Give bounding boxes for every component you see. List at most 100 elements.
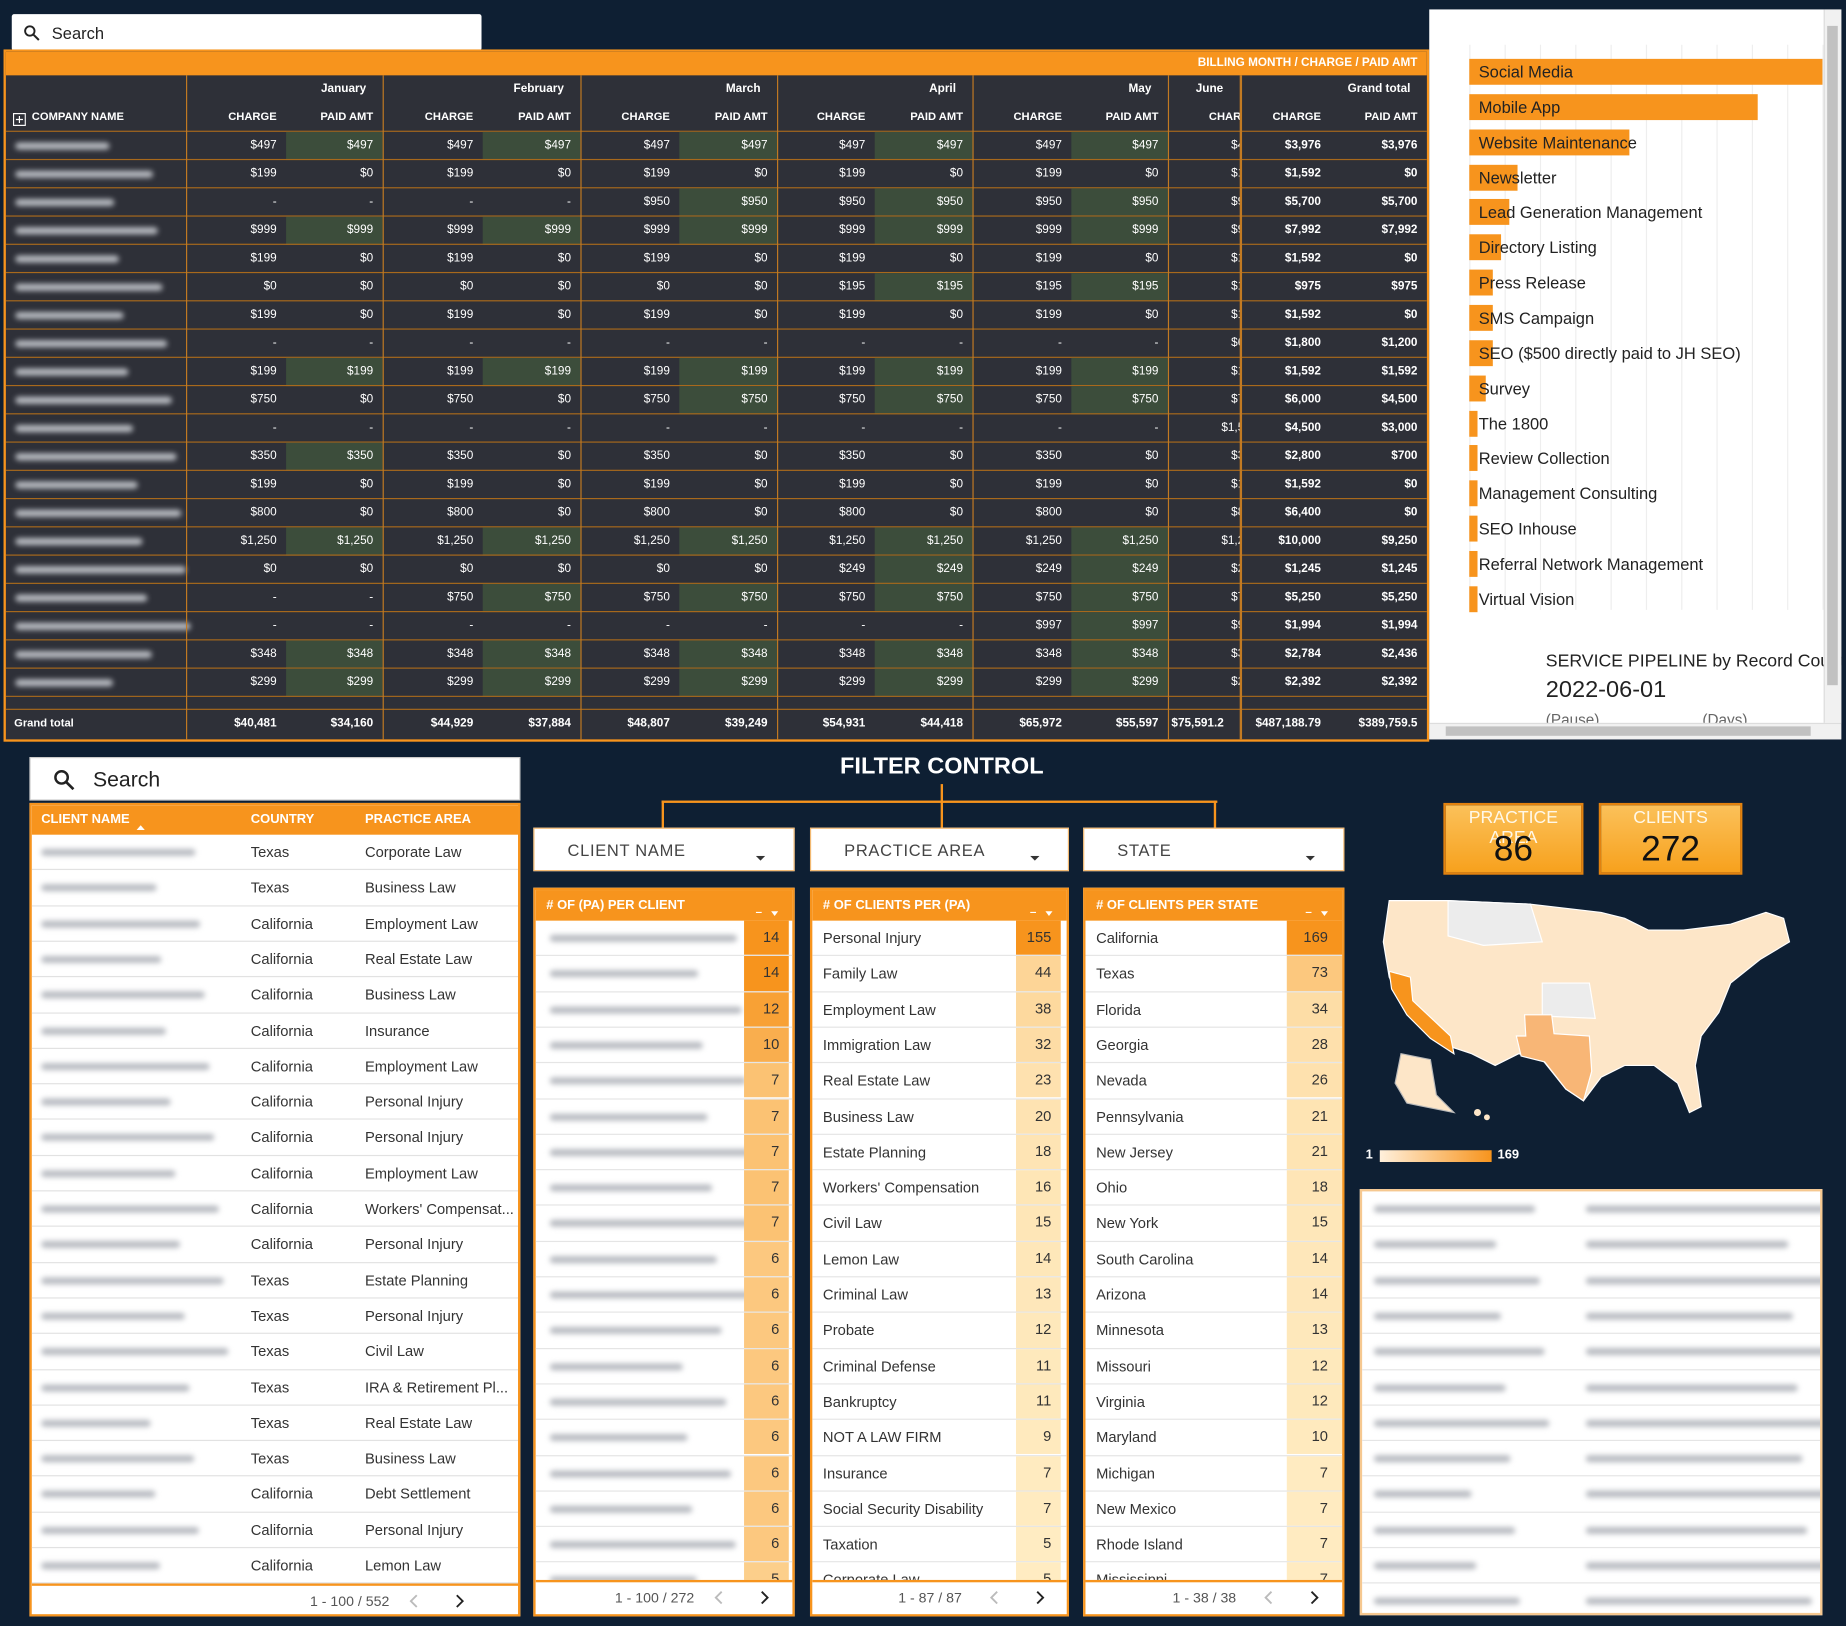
table-cell: $999 xyxy=(874,216,973,245)
row-line xyxy=(812,1240,1067,1242)
search-box[interactable]: Search xyxy=(11,14,482,51)
h-scroll-thumb[interactable] xyxy=(1445,726,1811,736)
plus-box[interactable] xyxy=(12,113,26,126)
table-header xyxy=(1085,890,1343,921)
cell-value: $700 xyxy=(1391,449,1418,463)
cell-value: $6,000 xyxy=(1284,393,1321,407)
cell-value: $0 xyxy=(360,477,374,491)
next-arrow[interactable] xyxy=(453,1593,465,1609)
company-name-blurred xyxy=(15,368,129,376)
cell-value: - xyxy=(469,421,474,435)
bar-label: Management Consulting xyxy=(1478,484,1658,503)
prev-arrow[interactable] xyxy=(989,1589,1001,1605)
prev-arrow[interactable] xyxy=(1263,1589,1275,1605)
prev-arrow[interactable] xyxy=(409,1593,421,1609)
cell-value: $0 xyxy=(360,393,374,407)
table-cell: $1,592 xyxy=(1240,471,1331,499)
country-cell: California xyxy=(250,1236,313,1253)
country-cell: Texas xyxy=(250,844,290,861)
table-cell: $497 xyxy=(186,132,286,160)
row-label: South Carolina xyxy=(1096,1251,1194,1268)
cell-value: $199 xyxy=(1132,364,1159,378)
table-cell: $199 xyxy=(186,301,286,329)
row-line xyxy=(31,1332,519,1335)
next-arrow[interactable] xyxy=(758,1589,770,1605)
bar xyxy=(1469,304,1494,331)
v-scroll-thumb[interactable] xyxy=(1827,25,1838,686)
country-cell: Texas xyxy=(250,1414,290,1432)
row-label: Probate xyxy=(822,1322,875,1339)
cell-value: $0 xyxy=(360,562,374,576)
sort-arrows[interactable] xyxy=(755,910,784,917)
row-label: Criminal Defense xyxy=(822,1358,936,1375)
next-arrow[interactable] xyxy=(1308,1589,1320,1605)
dropdown-label: PRACTICE AREA xyxy=(844,840,986,860)
cell-value: $750 xyxy=(741,591,768,604)
table-cell: $800 xyxy=(777,499,875,527)
dropdown[interactable]: CLIENT NAME xyxy=(533,827,795,872)
cell-value: - xyxy=(959,619,964,633)
prev-arrow[interactable] xyxy=(713,1589,725,1605)
practice-cell: Personal Injury xyxy=(364,1236,464,1253)
client-name-blurred xyxy=(41,1348,229,1356)
table-cell: $199 xyxy=(777,160,875,188)
cell-value: $2,436 xyxy=(1381,647,1418,661)
dropdown[interactable]: PRACTICE AREA xyxy=(809,827,1069,872)
sort-arrows[interactable] xyxy=(1305,910,1334,917)
cell-value: $997 xyxy=(1231,619,1240,633)
table-cell: $299 xyxy=(286,668,383,697)
cell-value: $0 xyxy=(1404,308,1418,322)
row-line xyxy=(812,1169,1067,1171)
bar-label: Mobile App xyxy=(1478,97,1561,117)
column-header-text: PAID AMT xyxy=(1364,110,1418,124)
cell-value: $2,392 xyxy=(1381,675,1418,689)
row-header: COMPANY NAME xyxy=(31,110,124,124)
pager-bg xyxy=(31,1583,519,1615)
cell-value: $750 xyxy=(839,591,866,604)
sort-arrows[interactable] xyxy=(1030,910,1058,917)
cell-value: $999 xyxy=(741,223,768,237)
blurred-cell xyxy=(1585,1562,1821,1570)
stat-table: # OF CLIENTS PER (PA) Personal Injury 155 F… xyxy=(809,887,1069,1617)
client-name-blurred xyxy=(549,1327,722,1335)
row-line xyxy=(535,1097,793,1100)
cell-value: $350 xyxy=(347,449,374,463)
table-cell: $199 xyxy=(383,301,483,329)
table-cell: $199 xyxy=(186,358,286,386)
table-cell: - xyxy=(483,414,581,442)
bar xyxy=(1469,445,1478,472)
table-cell: - xyxy=(580,414,679,442)
cell-value: $195 xyxy=(839,280,866,294)
table-cell: $299 xyxy=(580,669,679,697)
value-cell: 12 xyxy=(1286,1348,1343,1384)
cell-value: $2,392 xyxy=(1284,675,1321,689)
next-arrow[interactable] xyxy=(1034,1589,1046,1605)
client-name-blurred xyxy=(41,1455,195,1463)
cell-value: $1,250 xyxy=(1221,534,1239,548)
search-box[interactable]: Search xyxy=(29,757,521,801)
table-cell: $0 xyxy=(1330,499,1427,527)
value-cell: 13 xyxy=(1286,1313,1343,1348)
cell-value: $350 xyxy=(1231,449,1240,463)
table-cell: - xyxy=(875,612,973,640)
cell-value: - xyxy=(469,619,474,633)
table-cell: $299 xyxy=(1168,669,1240,697)
table-cell: $0 xyxy=(483,499,581,527)
bar-label: Review Collection xyxy=(1478,448,1610,468)
value-cell: 7 xyxy=(1016,1491,1061,1526)
dropdown[interactable]: STATE xyxy=(1083,827,1345,872)
table-cell: $950 xyxy=(1071,188,1168,217)
cell-value: $0 xyxy=(557,308,571,322)
cell-value: $950 xyxy=(741,195,768,209)
practice-cell: Real Estate Law xyxy=(364,951,473,968)
cell-value: $1,994 xyxy=(1284,619,1321,633)
client-name-blurred xyxy=(41,1134,215,1142)
table-cell: $1,250 xyxy=(1071,527,1168,556)
value-cell: 6 xyxy=(744,1527,789,1562)
table-cell: $0 xyxy=(483,273,581,301)
table-cell: $0 xyxy=(483,160,581,188)
row-label: Arizona xyxy=(1096,1286,1146,1304)
row-label: Georgia xyxy=(1096,1037,1149,1054)
sort-arrow[interactable] xyxy=(136,824,145,831)
company-name-blurred xyxy=(15,481,138,489)
